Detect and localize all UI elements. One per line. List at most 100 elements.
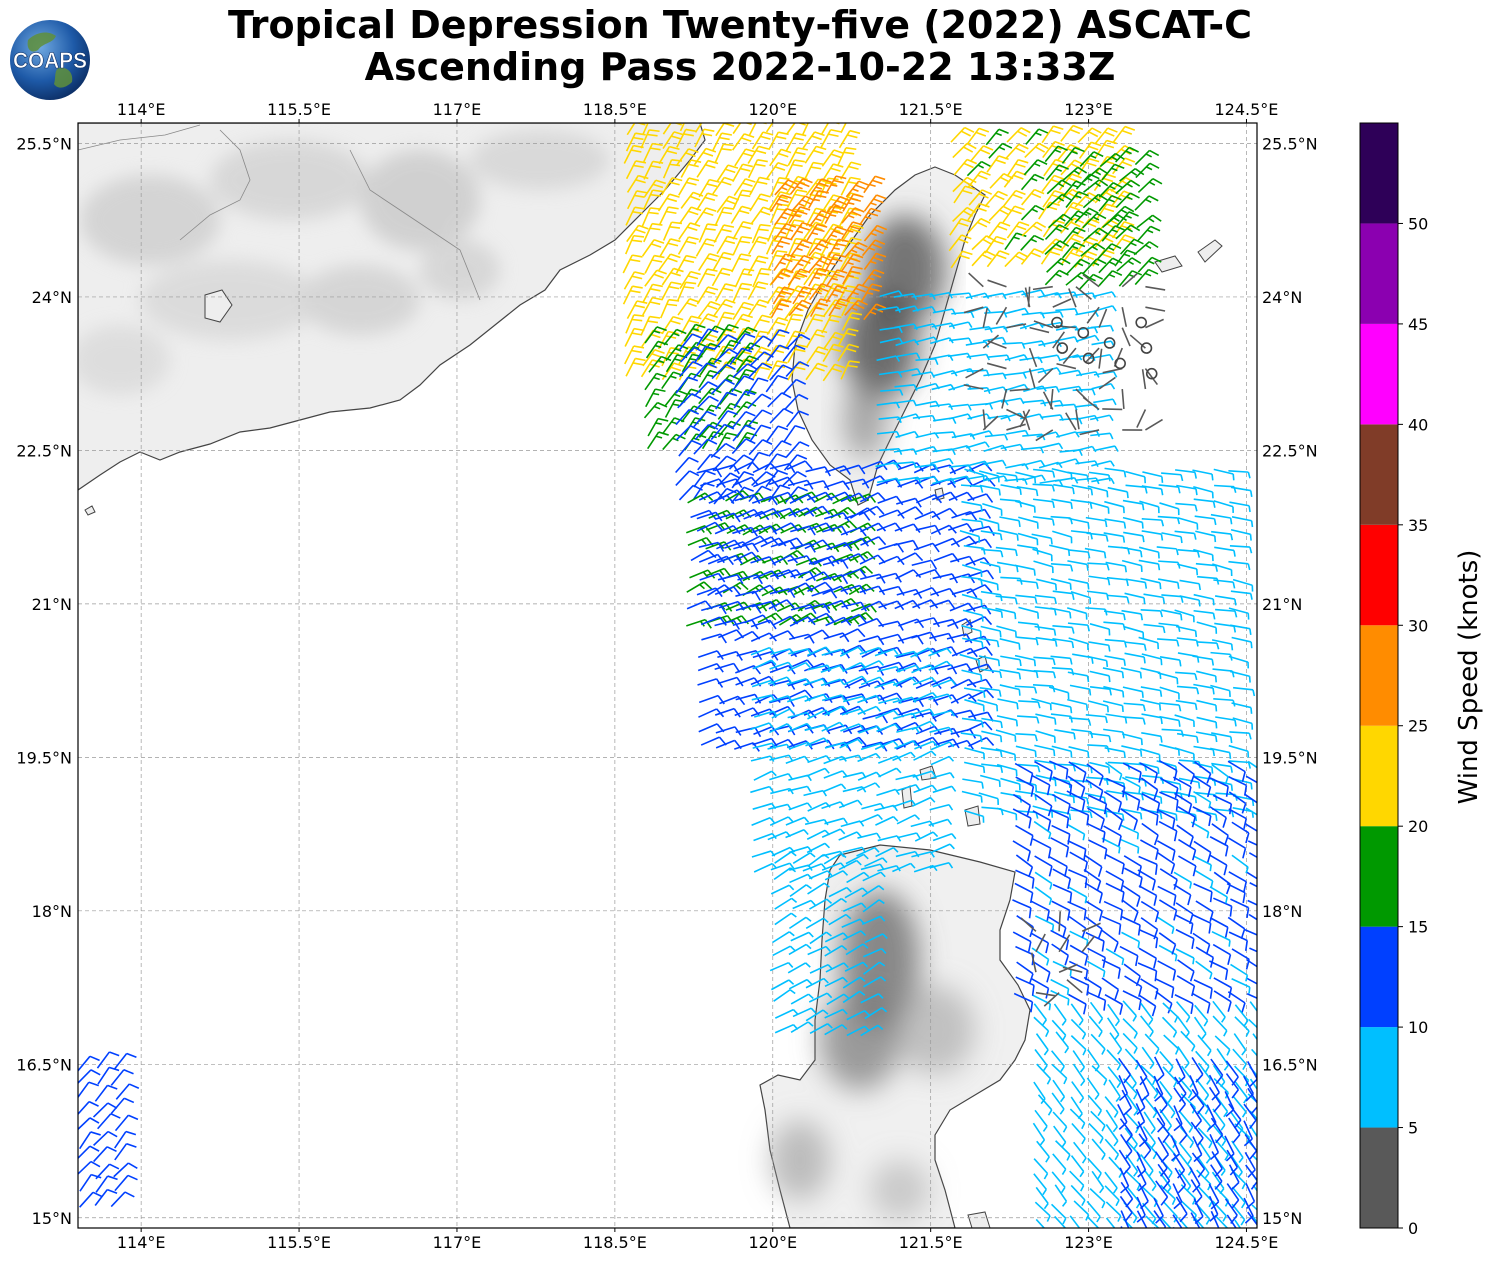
wind-barb <box>828 298 850 317</box>
wind-barb <box>846 283 869 301</box>
wind-barb <box>824 205 846 224</box>
wind-barb <box>747 145 769 164</box>
wind-barb <box>1133 241 1159 256</box>
wind-barb <box>714 586 741 596</box>
wind-barb <box>1006 221 1030 239</box>
wind-barb <box>896 676 922 687</box>
wind-barb <box>676 128 697 148</box>
wind-barb <box>897 479 924 489</box>
wind-barb <box>860 283 883 302</box>
lat-tick-label-right: 19.5°N <box>1262 748 1318 767</box>
wind-barb <box>804 505 831 516</box>
wind-barb <box>625 357 646 377</box>
lon-tick-label-top: 121.5°E <box>899 100 963 119</box>
wind-barb <box>659 238 681 257</box>
wind-barb <box>823 632 850 643</box>
wind-barb <box>898 618 925 629</box>
wind-barb <box>822 282 844 302</box>
lon-tick-label-top: 124.5°E <box>1215 100 1279 119</box>
colorbar-tick-label: 45 <box>1408 315 1428 334</box>
wind-barb <box>626 224 649 243</box>
wind-barb <box>641 239 665 257</box>
wind-barb <box>826 195 850 213</box>
wind-barb <box>787 479 814 490</box>
wind-barb <box>643 189 664 209</box>
wind-barb <box>625 132 646 152</box>
colorbar-tick-label: 40 <box>1408 415 1428 434</box>
wind-barb <box>1119 168 1145 182</box>
wind-barb <box>897 506 924 517</box>
wind-barb <box>622 254 643 274</box>
wind-barb <box>710 378 735 395</box>
wind-barb <box>713 348 739 364</box>
wind-barb <box>752 536 779 546</box>
wind-barb <box>808 612 835 623</box>
wind-barb <box>969 525 995 536</box>
wind-barb <box>894 384 918 391</box>
wind-barb <box>658 145 680 165</box>
wind-barb <box>858 635 885 646</box>
wind-barb <box>822 363 845 382</box>
wind-barb <box>985 128 1009 146</box>
wind-barb <box>843 478 870 489</box>
colorbar-tick-label: 10 <box>1408 1018 1428 1037</box>
wind-barb <box>840 360 860 380</box>
wind-barb <box>1134 149 1160 166</box>
lon-tick-label-bottom: 121.5°E <box>899 1233 963 1252</box>
wind-barb <box>1020 204 1046 221</box>
wind-barb <box>1115 211 1139 228</box>
wind-barb <box>750 556 777 566</box>
wind-barb <box>640 315 661 336</box>
lon-tick-label-top: 118.5°E <box>583 100 647 119</box>
wind-barb <box>679 333 703 351</box>
wind-barb <box>643 142 663 163</box>
colorbar-tick-label: 30 <box>1408 616 1428 635</box>
lat-tick-label-right: 24°N <box>1262 288 1302 307</box>
wind-barb <box>839 161 862 180</box>
wind-barb <box>664 389 688 407</box>
wind-barb <box>809 178 832 196</box>
lon-tick-label-bottom: 118.5°E <box>583 1233 647 1252</box>
wind-barb <box>748 236 769 255</box>
colorbar-bin <box>1360 625 1398 726</box>
wind-barb <box>808 209 832 228</box>
wind-barb <box>719 695 746 706</box>
colorbar-tick-label: 5 <box>1408 1119 1418 1138</box>
wind-barb <box>966 474 990 482</box>
wind-barb <box>774 207 797 226</box>
wind-barb <box>826 541 853 552</box>
wind-barb <box>860 522 887 533</box>
wind-barb <box>1004 232 1027 250</box>
wind-barb <box>984 433 1009 441</box>
wind-barb <box>1119 238 1144 255</box>
wind-barb <box>1120 1226 1123 1228</box>
wind-barb <box>675 425 701 441</box>
wind-barb <box>765 469 789 488</box>
wind-barb <box>718 489 745 500</box>
wind-barb <box>645 340 669 359</box>
wind-barb <box>641 207 661 227</box>
wind-barb <box>788 299 813 317</box>
wind-barb <box>827 238 849 258</box>
wind-barb <box>710 423 735 441</box>
wind-barb <box>771 236 793 255</box>
lon-tick-label-top: 114°E <box>117 100 166 119</box>
wind-barb <box>1062 166 1088 182</box>
wind-barb <box>836 146 857 167</box>
wind-barb <box>1024 142 1049 159</box>
wind-barb <box>821 223 844 242</box>
wind-barb <box>714 143 734 163</box>
wind-barb <box>679 270 701 290</box>
wind-barb <box>732 411 756 428</box>
wind-barb <box>693 381 718 397</box>
wind-barb <box>757 612 784 624</box>
wind-barb <box>1065 190 1089 208</box>
taiwan <box>791 166 1223 506</box>
wind-barb <box>665 344 689 362</box>
wind-barb <box>916 494 943 504</box>
coaps-logo: COAPS <box>10 20 90 100</box>
wind-barb <box>695 313 718 331</box>
wind-barb <box>1094 127 1118 145</box>
wind-barb <box>839 464 866 475</box>
wind-barb <box>809 298 831 318</box>
